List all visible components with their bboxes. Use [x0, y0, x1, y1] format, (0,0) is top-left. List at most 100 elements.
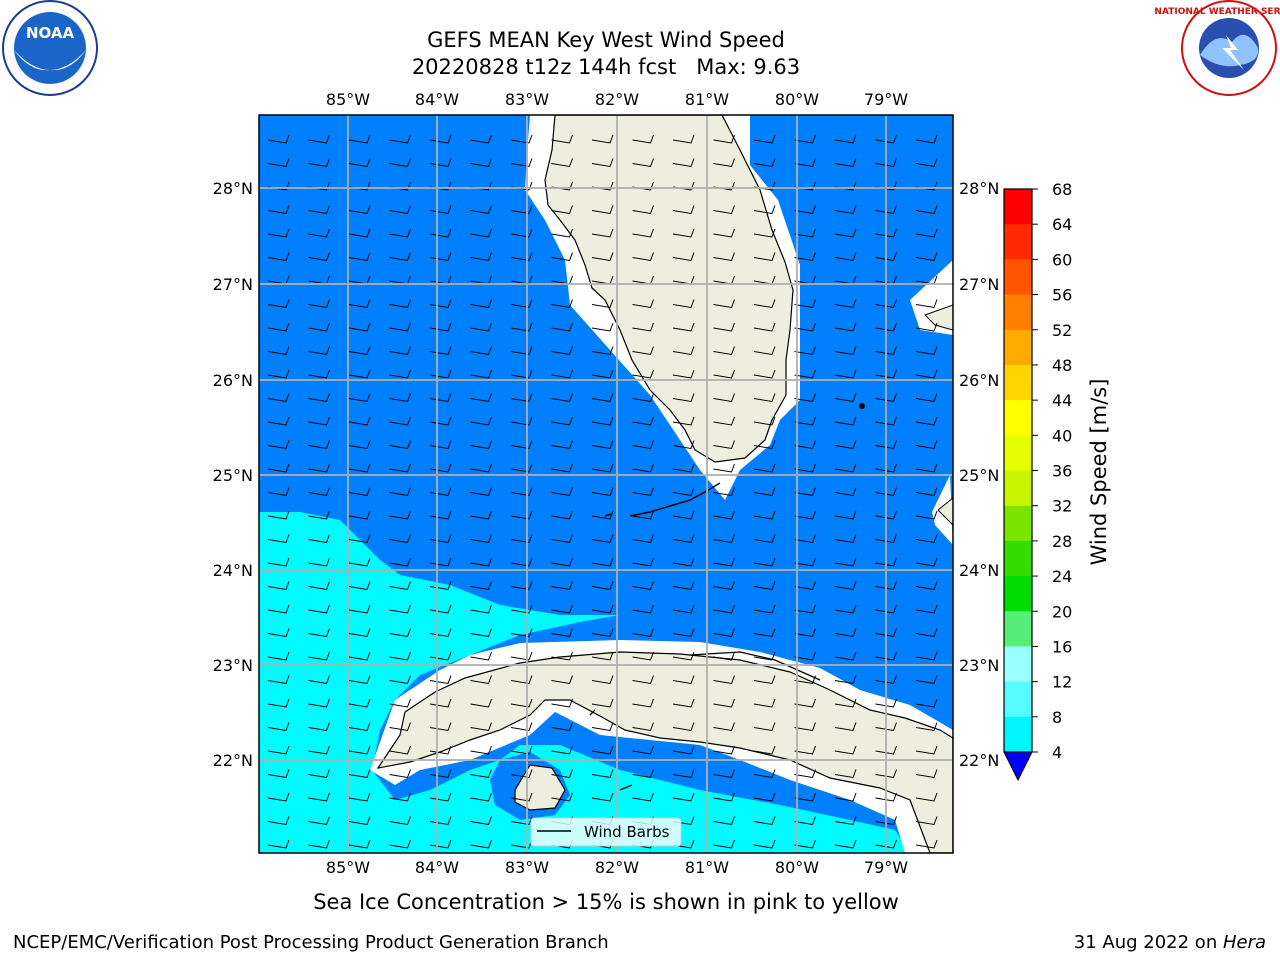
wind-barb [348, 205, 371, 215]
wind-barb [308, 557, 330, 567]
wind-barb [834, 369, 857, 379]
lat-tick-label-left: 24°N [213, 561, 253, 580]
wind-barb [632, 534, 654, 544]
wind-barb [672, 416, 695, 426]
wind-barb [672, 322, 695, 332]
wind-barb [267, 604, 290, 614]
wind-barb [632, 769, 654, 779]
wind-barb [470, 158, 492, 168]
wind-barb [267, 698, 290, 708]
wind-barb [915, 510, 938, 520]
wind-barb [389, 698, 411, 708]
wind-barb [348, 158, 371, 168]
colorbar-cell [1004, 259, 1032, 296]
wind-barb [713, 322, 735, 332]
wind-barb [753, 158, 776, 168]
wind-barb [794, 557, 816, 567]
wind-barb [632, 581, 654, 591]
wind-barb [713, 369, 735, 379]
colorbar-tick-label: 68 [1052, 180, 1072, 199]
wind-barb [915, 487, 938, 497]
wind-barb [915, 534, 938, 544]
wind-barbs [267, 134, 938, 849]
wind-barb [875, 675, 897, 685]
wind-barb [510, 228, 533, 238]
wind-barb [875, 792, 897, 802]
wind-barb [551, 510, 573, 520]
lat-tick-label-left: 22°N [213, 751, 253, 770]
bahamas-land [924, 304, 953, 331]
wind-barb [875, 252, 897, 262]
colorbar-cell [1004, 505, 1032, 542]
wind-barb [591, 534, 614, 544]
wind-barb [672, 604, 695, 614]
wind-barb [672, 651, 695, 661]
wind-barb [875, 228, 897, 238]
wind-barb [875, 134, 897, 144]
wind-barb [389, 722, 411, 732]
wind-barb [389, 346, 411, 356]
lon-tick-label-top: 82°W [595, 90, 639, 109]
wind-barb [672, 463, 695, 473]
wind-barb [713, 463, 735, 473]
wind-barb [591, 322, 614, 332]
wind-barb [308, 510, 330, 520]
colorbar-tick-label: 40 [1052, 426, 1072, 445]
wind-barb [672, 205, 695, 215]
wind-barb [510, 252, 533, 262]
wind-barb [753, 745, 776, 755]
wind-barb [267, 581, 290, 591]
wind-barb [470, 322, 492, 332]
wind-barb [834, 534, 857, 544]
legend: Wind Barbs [530, 817, 682, 847]
wind-barb [470, 228, 492, 238]
wind-barb [794, 745, 816, 755]
wind-barb [470, 604, 492, 614]
lon-tick-label-bottom: 83°W [505, 858, 549, 877]
wind-barb [389, 440, 411, 450]
wind-barb [510, 722, 533, 732]
wind-barb [389, 816, 411, 826]
lon-tick-label-bottom: 81°W [685, 858, 729, 877]
colorbar-tick-label: 60 [1052, 250, 1072, 269]
wind-barb [348, 839, 371, 849]
lat-tick-label-right: 22°N [959, 751, 999, 770]
legend-box [530, 817, 682, 847]
wind-barb [794, 792, 816, 802]
wind-barb [875, 487, 897, 497]
wind-barb [510, 299, 533, 309]
wind-barb [267, 745, 290, 755]
wind-barb [551, 228, 573, 238]
wind-barb [267, 299, 290, 309]
wind-barb [510, 487, 533, 497]
wind-barb [672, 510, 695, 520]
wind-barb [510, 440, 533, 450]
wind-barb [591, 416, 614, 426]
colorbar-tick-label: 36 [1052, 462, 1072, 481]
wind-barb [794, 628, 816, 638]
wind-barb [875, 205, 897, 215]
wind-barb [591, 205, 614, 215]
cuba-land [376, 651, 953, 853]
noaa-logo-text: NOAA [26, 24, 75, 42]
wind-barb [591, 228, 614, 238]
wind-barb [308, 839, 330, 849]
wind-barb [551, 487, 573, 497]
wind-barb [794, 769, 816, 779]
wind-barb [834, 346, 857, 356]
colorbar-tick-label: 32 [1052, 497, 1072, 516]
wind-barb [389, 487, 411, 497]
wind-barb [753, 322, 776, 332]
wind-barb [834, 628, 857, 638]
wind-barb [672, 557, 695, 567]
wind-barb [713, 534, 735, 544]
lat-tick-label-right: 27°N [959, 275, 999, 294]
wind-barb [794, 698, 816, 708]
wind-barb [470, 816, 492, 826]
island-dot [859, 403, 865, 409]
wind-barb [348, 534, 371, 544]
wind-barb [308, 698, 330, 708]
colorbar-cells [1004, 189, 1032, 753]
wind-barb [915, 792, 938, 802]
wind-barb [267, 463, 290, 473]
